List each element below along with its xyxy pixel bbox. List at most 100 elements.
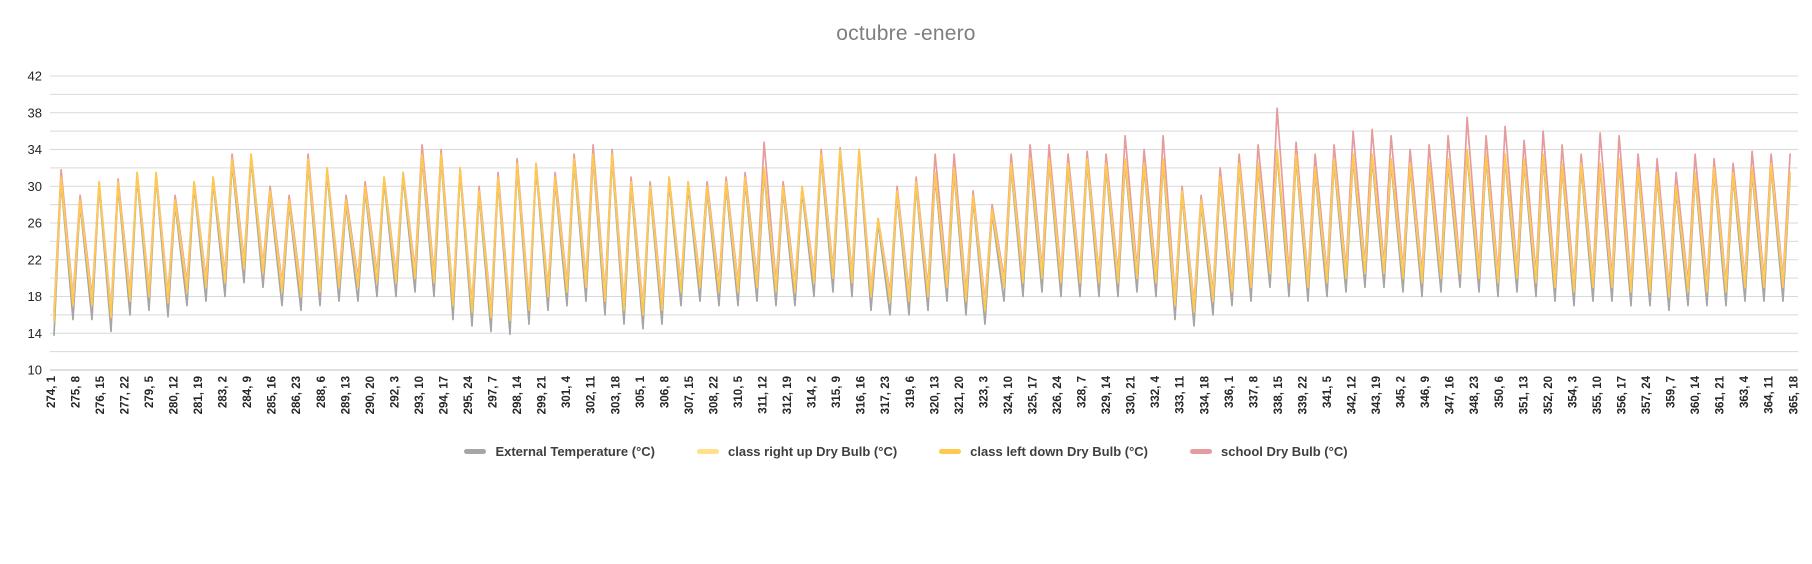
legend-item-external-temperature: External Temperature (°C) (464, 444, 655, 459)
x-tick-label: 328, 7 (1077, 376, 1089, 408)
x-tick-label: 354, 3 (1567, 376, 1579, 408)
series-lines (53, 107, 1791, 336)
x-tick-label: 301, 4 (561, 375, 573, 408)
y-tick-label: 14 (28, 326, 42, 341)
x-tick-label: 334, 18 (1199, 375, 1211, 414)
x-tick-label: 360, 14 (1690, 375, 1702, 414)
x-tick-label: 274, 1 (46, 375, 58, 408)
legend-label-school: school Dry Bulb (°C) (1221, 444, 1348, 459)
x-tick-label: 333, 11 (1175, 375, 1187, 413)
x-tick-label: 351, 13 (1518, 376, 1530, 414)
x-tick-label: 310, 5 (733, 375, 745, 408)
legend-marker-school (1190, 449, 1213, 454)
x-tick-label: 350, 6 (1494, 376, 1506, 408)
x-tick-label: 341, 5 (1322, 375, 1334, 408)
y-tick-label: 22 (28, 252, 42, 267)
legend-marker-class-right-up (697, 449, 719, 454)
x-tick-label: 275, 8 (70, 375, 82, 408)
x-tick-label: 280, 12 (169, 376, 181, 414)
y-tick-label: 18 (28, 289, 42, 304)
x-tick-label: 316, 16 (856, 376, 868, 414)
x-tick-label: 315, 9 (831, 376, 843, 408)
x-tick-label: 294, 17 (438, 376, 450, 414)
x-tick-label: 355, 10 (1592, 376, 1604, 414)
x-tick-label: 325, 17 (1027, 376, 1039, 414)
x-tick-label: 277, 22 (119, 376, 131, 414)
x-tick-label: 317, 23 (880, 376, 892, 414)
x-tick-label: 281, 19 (193, 376, 205, 414)
x-axis-labels: 274, 1 275, 8 276, 15 277, 22 279, 5 280, 12 2… (46, 375, 1800, 414)
x-tick-label: 337, 8 (1248, 375, 1260, 408)
x-tick-label: 352, 20 (1543, 376, 1555, 414)
x-tick-label: 279, 5 (144, 375, 156, 408)
x-tick-label: 290, 20 (365, 376, 377, 414)
x-tick-label: 330, 21 (1126, 375, 1138, 414)
series-line-2 (53, 148, 1791, 323)
x-tick-label: 361, 21 (1715, 375, 1727, 414)
x-tick-label: 311, 12 (758, 376, 770, 414)
legend-label-class-left-down: class left down Dry Bulb (°C) (970, 444, 1149, 459)
x-tick-label: 298, 14 (512, 375, 524, 414)
x-tick-label: 308, 22 (708, 376, 720, 414)
x-tick-label: 286, 23 (291, 376, 303, 414)
legend-marker-external-temperature (464, 449, 487, 454)
x-tick-label: 346, 9 (1420, 376, 1432, 408)
x-tick-label: 319, 6 (905, 376, 917, 408)
x-tick-label: 329, 14 (1101, 375, 1113, 414)
legend-item-class-right-up: class right up Dry Bulb (°C) (697, 444, 897, 459)
x-tick-label: 338, 15 (1273, 375, 1285, 414)
y-tick-label: 38 (28, 105, 42, 120)
x-tick-label: 299, 21 (537, 375, 549, 414)
x-tick-label: 283, 2 (218, 376, 230, 408)
x-tick-label: 323, 3 (978, 376, 990, 408)
x-tick-label: 347, 16 (1445, 376, 1457, 414)
x-tick-label: 343, 19 (1371, 376, 1383, 414)
x-tick-label: 324, 10 (1003, 376, 1015, 414)
x-tick-label: 303, 18 (610, 375, 622, 414)
legend-marker-class-left-down (939, 449, 962, 454)
x-tick-label: 312, 19 (782, 376, 794, 414)
x-tick-label: 359, 7 (1666, 376, 1678, 408)
x-tick-label: 364, 11 (1764, 375, 1776, 413)
legend-item-class-left-down: class left down Dry Bulb (°C) (939, 444, 1148, 459)
x-tick-label: 356, 17 (1616, 376, 1628, 414)
chart-legend: External Temperature (°C) class right up… (0, 444, 1812, 459)
x-tick-label: 348, 23 (1469, 376, 1481, 414)
x-tick-label: 345, 2 (1396, 376, 1408, 408)
x-tick-label: 284, 9 (242, 376, 254, 408)
x-tick-label: 285, 16 (267, 376, 279, 414)
x-tick-label: 306, 8 (659, 375, 671, 408)
chart-plot-area: 10 14 18 22 26 30 34 38 42 274, 1 275, 8 276, 15 277… (28, 69, 1801, 415)
x-tick-label: 307, 15 (684, 375, 696, 414)
x-tick-label: 363, 4 (1739, 375, 1751, 408)
x-tick-label: 305, 1 (635, 375, 647, 408)
chart-title: octubre -enero (836, 22, 976, 45)
legend-label-external-temperature: External Temperature (°C) (495, 444, 655, 459)
x-tick-label: 326, 24 (1052, 375, 1064, 414)
gridlines (50, 75, 1798, 371)
y-tick-label: 42 (28, 69, 42, 84)
legend-item-school: school Dry Bulb (°C) (1190, 444, 1348, 459)
x-tick-label: 357, 24 (1641, 375, 1653, 414)
y-tick-label: 10 (28, 363, 42, 378)
x-tick-label: 295, 24 (463, 375, 475, 414)
x-tick-label: 289, 13 (340, 376, 352, 414)
x-tick-label: 288, 6 (316, 376, 328, 408)
x-tick-label: 297, 7 (488, 376, 500, 408)
x-tick-label: 320, 13 (929, 376, 941, 414)
x-tick-label: 342, 12 (1347, 376, 1359, 414)
x-tick-label: 314, 2 (807, 376, 819, 408)
x-tick-label: 293, 10 (414, 376, 426, 414)
legend-label-class-right-up: class right up Dry Bulb (°C) (728, 444, 898, 459)
y-tick-label: 30 (28, 179, 42, 194)
x-tick-label: 302, 11 (586, 375, 598, 413)
y-axis-labels: 10 14 18 22 26 30 34 38 42 (28, 69, 42, 378)
x-tick-label: 292, 3 (389, 376, 401, 408)
x-tick-label: 276, 15 (95, 375, 107, 414)
x-tick-label: 336, 1 (1224, 375, 1236, 408)
y-tick-label: 34 (28, 142, 42, 157)
x-tick-label: 332, 4 (1150, 375, 1162, 408)
x-tick-label: 365, 18 (1788, 375, 1800, 414)
x-tick-label: 339, 22 (1297, 376, 1309, 414)
y-tick-label: 26 (28, 216, 42, 231)
